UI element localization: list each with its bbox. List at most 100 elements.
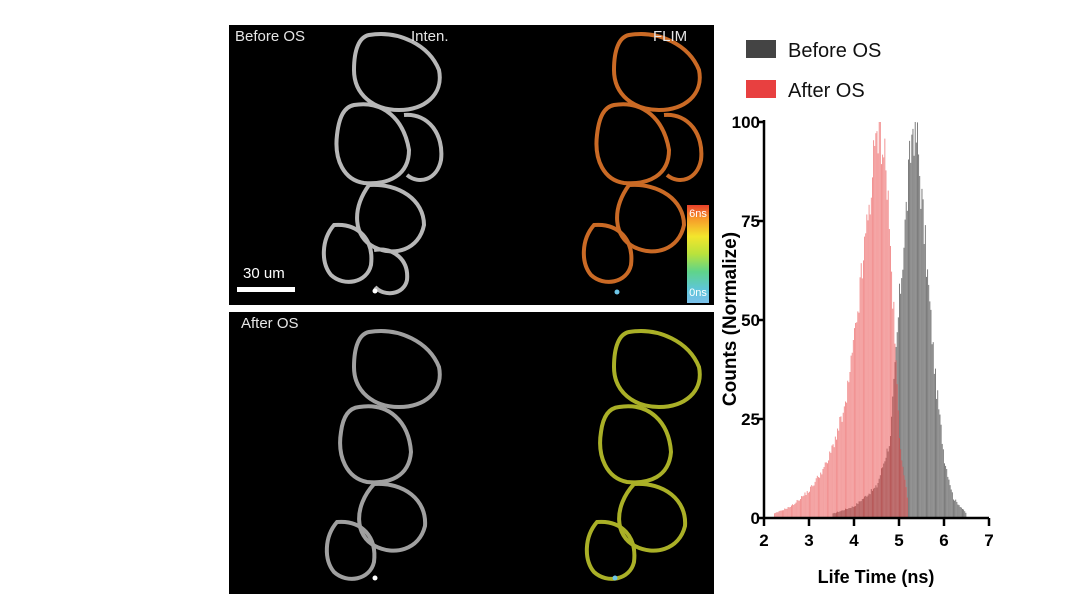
histogram-bar [858,312,860,518]
histogram-bar [953,499,954,518]
histogram-bar [890,245,891,518]
histogram-bar [939,414,941,518]
x-tick-label: 2 [759,531,768,550]
histogram-bar [847,380,849,518]
histogram-bar [824,462,826,518]
histogram-bar [896,384,898,518]
histogram-bar [901,460,903,518]
histogram-bar [807,492,809,518]
histogram-bar [840,416,842,518]
histogram-bar [805,495,807,518]
histogram-bar [906,497,908,518]
histogram-bar [911,134,913,519]
histogram-bar [924,225,926,518]
histogram-bar [865,233,867,518]
histogram-bar [838,430,840,518]
histogram-bar [940,424,942,518]
histogram-bar [910,162,912,518]
histogram-bar [897,410,899,518]
histogram-bar [796,499,798,518]
histogram-bar [818,477,819,518]
histogram-bar [904,219,906,518]
histogram-bar [850,355,852,518]
histogram-bar [915,142,917,518]
histogram-bar [806,491,808,518]
after-os-label: After OS [241,315,299,332]
histogram-bar [811,485,813,518]
histogram-bar [941,443,943,518]
histogram-bar [778,511,780,518]
histogram-bar [797,500,799,518]
histogram-bar [876,131,878,519]
histogram-bar [921,188,923,518]
histogram-bar [798,500,800,518]
histogram-bar [893,301,895,518]
after-os-histogram [774,122,908,519]
histogram-bar [819,477,821,518]
histogram-bar [869,214,871,518]
histogram-bar [820,472,822,518]
histogram-bar [831,445,833,518]
histogram-bar [964,511,966,518]
histogram-bar [775,512,777,518]
histogram-bar [879,122,881,518]
histogram-bar [899,438,900,518]
histogram-bar [849,372,851,518]
histogram-bar [954,500,956,518]
histogram-bar [878,122,880,518]
histogram-bar [927,269,929,518]
histogram-bar [888,229,890,518]
histogram-bar [947,476,949,518]
histogram-bar [935,368,936,518]
flim-label: FLIM [653,28,688,45]
histogram-bar [789,507,791,518]
histogram-bar [777,512,779,518]
histogram-bar [938,409,940,518]
histogram-bar [945,465,947,518]
histogram-bar [780,510,782,518]
histogram-bar [957,504,959,518]
histogram-bar [821,474,823,518]
histogram-bar [903,475,905,518]
histogram-bar [856,322,858,518]
histogram-bar [828,460,830,518]
histogram-bar [839,416,841,518]
histogram-bar [894,343,896,518]
histogram-bar [843,406,845,518]
histogram-bar [903,247,905,519]
histogram-bar [899,283,900,518]
histogram-bar [802,496,804,518]
histogram-bar [779,510,781,518]
histogram-bar [836,439,837,518]
histogram-bar [845,401,846,518]
histogram-bar [962,508,963,518]
legend-label-before: Before OS [788,40,881,62]
histogram-bar [883,157,885,518]
histogram-bar [793,505,795,518]
histogram-bar [928,284,930,518]
histogram-bar [930,309,932,518]
histogram-bar [804,492,806,518]
intensity-label: Inten. [411,28,449,45]
histogram-bar [932,342,934,518]
histogram-bar [859,277,861,518]
after-os-cell-image [324,329,702,581]
histogram-bar [882,154,884,518]
histogram-bar [825,462,827,518]
x-axis-label: Life Time (ns) [818,567,935,587]
histogram-bar [814,481,816,518]
histogram-bar [909,140,911,518]
histogram-bar [933,373,935,518]
histogram-bar [851,352,853,518]
histogram-bar [867,220,869,518]
histogram-bar [926,276,927,518]
histogram-bar [948,479,950,518]
histogram-bar [949,485,951,518]
histogram-bar [900,293,902,518]
histogram-bar [852,340,854,518]
histogram-bar [801,496,803,518]
histogram-bar [936,398,938,518]
histogram-bar [929,301,931,518]
histogram-bar [861,278,863,518]
histogram-bar [857,311,859,518]
